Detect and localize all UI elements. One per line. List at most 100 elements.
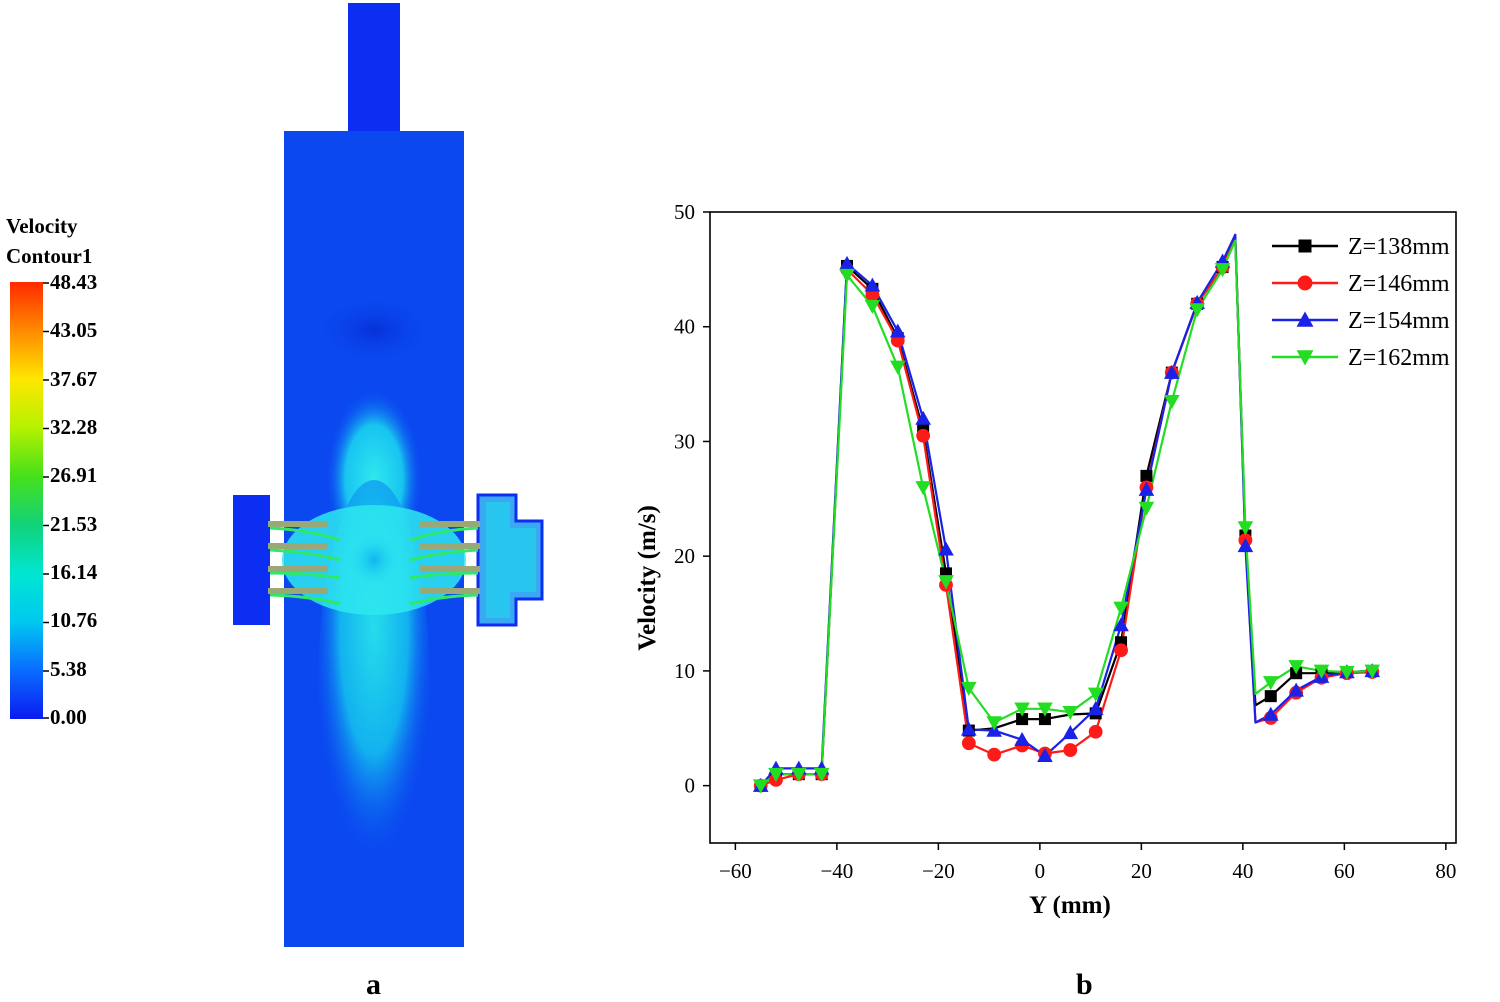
data-point-Z=162mm	[1214, 263, 1231, 278]
y-tick-label: 20	[674, 544, 695, 568]
colorbar-tick-label: 26.91	[50, 463, 98, 488]
velocity-profile-chart: −60 −40 −20 0 20 40 60 80 0 10 20 30 40 50 Z=138mm Z=1…	[634, 200, 1457, 919]
panel-a: Velocity Contour1	[0, 0, 560, 1001]
series-line-Z=138mm	[760, 233, 1373, 787]
data-point-Z=154mm	[889, 323, 906, 338]
data-point-Z=162mm	[915, 481, 931, 496]
data-point-Z=162mm	[752, 779, 769, 794]
data-point-Z=162mm	[813, 767, 830, 782]
low-velocity-region	[304, 290, 444, 370]
x-tick-label: 0	[1035, 859, 1046, 883]
data-point-Z=154mm	[839, 255, 855, 270]
data-point-Z=162mm	[1037, 702, 1053, 717]
legend-label: Z=146mm	[1348, 271, 1450, 297]
data-point-Z=162mm	[768, 767, 784, 782]
x-tick-label: 20	[1131, 859, 1152, 883]
data-point-Z=138mm	[1140, 469, 1153, 482]
y-axis-label: Velocity (m/s)	[634, 505, 661, 651]
data-point-Z=146mm	[1114, 643, 1128, 658]
data-point-Z=162mm	[1014, 702, 1030, 717]
data-point-Z=162mm	[839, 268, 855, 283]
data-point-Z=162mm	[1062, 705, 1079, 721]
y-tick-label: 0	[685, 774, 696, 798]
y-tick-label: 10	[674, 659, 695, 683]
data-point-Z=154mm	[915, 410, 931, 425]
y-tick-label: 40	[674, 315, 695, 339]
legend-label: Z=154mm	[1348, 308, 1450, 334]
y-tick-label: 50	[674, 200, 695, 224]
data-point-Z=154mm	[938, 541, 954, 556]
data-point-Z=162mm	[1237, 521, 1254, 536]
data-point-Z=154mm	[864, 277, 881, 292]
x-axis-label: Y (mm)	[1029, 892, 1111, 919]
legend-marker-Z=162mm	[1296, 350, 1314, 366]
data-point-Z=162mm	[864, 299, 881, 314]
data-point-Z=162mm	[961, 681, 977, 696]
x-tick-label: −40	[820, 859, 853, 883]
series-line-Z=146mm	[760, 233, 1373, 787]
data-point-Z=146mm	[1063, 743, 1078, 757]
legend-label: Z=138mm	[1348, 234, 1450, 260]
colorbar-tick-label: 32.28	[50, 415, 98, 439]
data-point-Z=162mm	[1189, 303, 1205, 318]
data-point-Z=146mm	[961, 736, 976, 751]
velocity-contour-figure	[10, 3, 544, 947]
panel-b: −60 −40 −20 0 20 40 60 80 0 10 20 30 40 50 Z=138mm Z=1…	[600, 180, 1500, 1001]
x-tick-label: 40	[1232, 859, 1253, 883]
data-point-Z=154mm	[1262, 706, 1279, 721]
data-point-Z=154mm	[1138, 481, 1155, 496]
data-point-Z=154mm	[1113, 617, 1129, 632]
x-tick-label: 60	[1334, 859, 1355, 883]
data-point-Z=162mm	[1164, 395, 1180, 410]
data-point-Z=162mm	[1138, 501, 1155, 516]
data-point-Z=154mm	[961, 721, 977, 736]
data-point-Z=146mm	[1088, 724, 1103, 739]
series-line-Z=154mm	[759, 233, 1373, 787]
panel-a-label: a	[366, 968, 381, 1001]
data-point-Z=154mm	[1062, 725, 1079, 740]
plot-frame	[709, 211, 1457, 844]
data-point-Z=146mm	[916, 428, 931, 443]
legend-marker-Z=146mm	[1297, 275, 1313, 291]
legend-label: Z=162mm	[1348, 345, 1450, 371]
mixing-core	[346, 530, 402, 590]
right-manifold-core	[486, 502, 536, 618]
left-nozzles	[268, 521, 341, 606]
x-tick-label: −20	[922, 859, 955, 883]
data-point-Z=154mm	[1164, 364, 1180, 379]
legend-marker-Z=154mm	[1296, 311, 1314, 327]
colorbar-tick-label: 16.14	[50, 560, 98, 584]
colorbar-title-line1: Velocity	[6, 214, 78, 238]
data-point-Z=162mm	[1113, 601, 1129, 616]
colorbar-tick-marks	[43, 282, 49, 719]
data-point-Z=162mm	[1339, 665, 1355, 680]
right-nozzles	[409, 521, 480, 606]
data-point-Z=138mm	[1264, 690, 1277, 703]
x-tick-label: −60	[719, 859, 752, 883]
data-point-Z=138mm	[1016, 713, 1029, 726]
colorbar	[10, 282, 43, 719]
data-point-Z=162mm	[1364, 664, 1381, 679]
colorbar-tick-label: 10.76	[50, 608, 98, 633]
colorbar-tick-label: 48.43	[50, 270, 98, 294]
data-point-Z=162mm	[938, 575, 954, 590]
inlet-tube	[348, 3, 400, 133]
data-point-Z=154mm	[1087, 700, 1104, 716]
colorbar-tick-label: 21.53	[50, 511, 98, 536]
data-point-Z=154mm	[1237, 538, 1254, 553]
series-line-Z=162mm	[760, 239, 1373, 787]
colorbar-tick-label: 43.05	[50, 318, 98, 343]
x-tick-label: 80	[1435, 859, 1456, 883]
data-point-Z=162mm	[1087, 687, 1104, 702]
data-point-Z=138mm	[1038, 713, 1051, 726]
data-point-Z=162mm	[1313, 664, 1330, 679]
data-point-Z=154mm	[1014, 731, 1030, 746]
left-manifold	[233, 495, 270, 625]
data-point-Z=162mm	[889, 360, 906, 375]
colorbar-tick-label: 5.38	[50, 656, 87, 681]
data-point-Z=162mm	[986, 716, 1002, 731]
data-point-Z=154mm	[1288, 682, 1304, 697]
colorbar-tick-label: 0.00	[50, 705, 87, 729]
right-manifold-outline	[476, 493, 544, 627]
panel-b-label: b	[1076, 968, 1093, 1001]
